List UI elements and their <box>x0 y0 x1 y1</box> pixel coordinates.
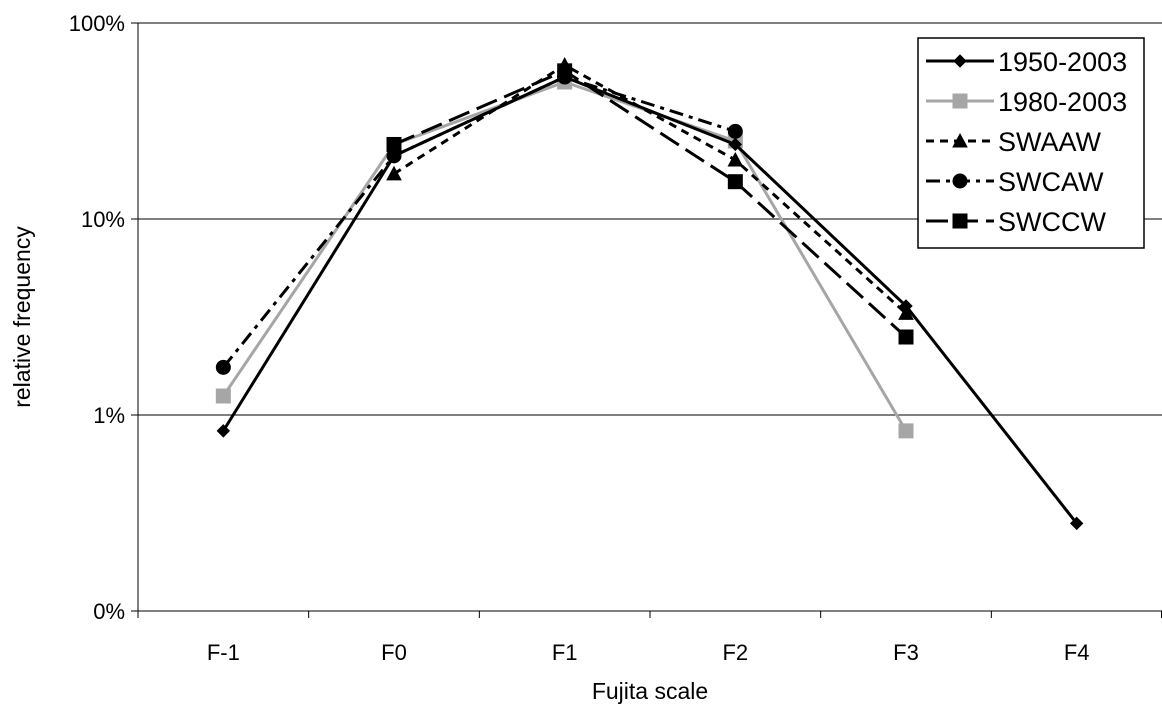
data-point-diamond <box>387 149 401 163</box>
legend-label: SWAAW <box>998 127 1102 157</box>
series-line <box>222 75 1078 525</box>
data-point-square <box>952 93 968 109</box>
data-point-triangle <box>898 305 914 320</box>
x-tick-label: F4 <box>1064 640 1090 665</box>
data-point-square <box>898 423 914 439</box>
data-point-square <box>952 213 968 229</box>
x-tick-label: F3 <box>893 640 919 665</box>
y-tick-label: 0% <box>93 599 125 624</box>
series-SWCCW <box>386 63 914 345</box>
legend-label: SWCCW <box>998 207 1106 237</box>
axes: 100% 10% 1% 0% F-1 F0 F1 F2 F3 F4 <box>69 11 1162 665</box>
series-line <box>393 69 908 339</box>
data-point-diamond <box>1069 516 1084 531</box>
x-tick-label: F1 <box>552 640 578 665</box>
y-tick-label: 10% <box>81 207 125 232</box>
legend-item: SWCAW <box>926 167 1104 197</box>
data-point-triangle <box>952 132 968 148</box>
x-tick-label: F-1 <box>207 640 240 665</box>
data-point-circle <box>727 123 743 139</box>
data-point-square <box>898 329 914 345</box>
data-point-diamond <box>557 70 572 84</box>
data-point-diamond <box>728 137 743 152</box>
legend-label: 1950-2003 <box>998 47 1127 77</box>
data-point-circle <box>215 359 231 375</box>
data-point-diamond <box>899 299 913 313</box>
x-tick-label: F2 <box>722 640 748 665</box>
legend-item: 1950-2003 <box>926 47 1127 77</box>
y-tick-label: 1% <box>93 403 125 428</box>
y-tick-label: 100% <box>69 11 125 36</box>
data-point-square <box>727 174 743 190</box>
x-axis-title: Fujita scale <box>592 678 708 704</box>
data-point-diamond <box>953 54 967 68</box>
series-SWAAW <box>386 57 914 320</box>
data-point-circle <box>952 173 968 189</box>
legend-item: SWCCW <box>926 207 1106 237</box>
legend-item: 1980-2003 <box>926 87 1127 117</box>
series-1980-2003 <box>215 74 914 439</box>
legend: 1950-2003 1980-2003 SWAAW SWCAW SWCCW <box>917 37 1145 249</box>
legend-item: SWAAW <box>926 127 1102 157</box>
series-line <box>393 63 908 315</box>
legend-label: SWCAW <box>998 167 1104 197</box>
y-axis-title: relative frequency <box>9 226 35 408</box>
data-point-diamond <box>216 424 231 438</box>
data-point-triangle <box>386 165 402 181</box>
series-1950-2003 <box>216 70 1084 531</box>
data-point-square <box>215 388 231 404</box>
legend-label: 1980-2003 <box>998 87 1127 117</box>
x-tick-label: F0 <box>381 640 407 665</box>
plot-area <box>215 57 1084 531</box>
data-point-triangle <box>727 151 744 167</box>
series-line <box>222 80 908 432</box>
